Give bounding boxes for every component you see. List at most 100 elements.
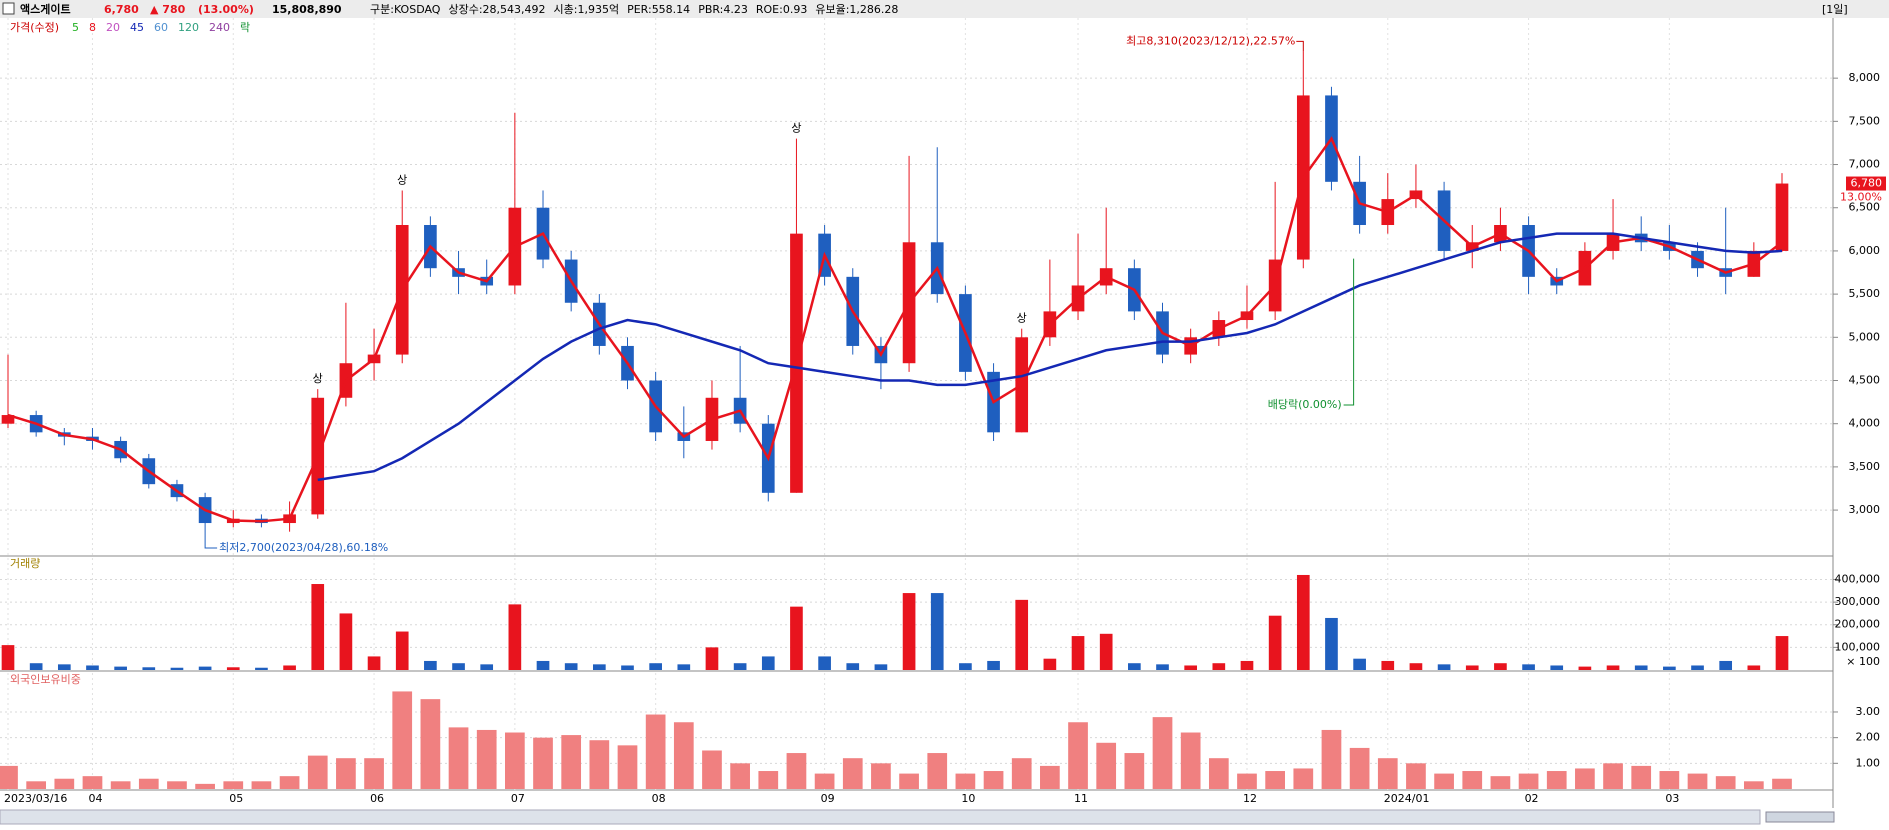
volume-bar xyxy=(1,645,15,670)
info-field: PBR:4.23 xyxy=(698,3,748,16)
volume-bar xyxy=(1184,665,1198,670)
volume-bar xyxy=(902,593,916,670)
volume-bar xyxy=(1409,663,1423,670)
foreign-bar xyxy=(1631,765,1652,789)
volume-bar xyxy=(1296,574,1310,670)
x-tick-label: 04 xyxy=(88,792,102,805)
foreign-bar xyxy=(1434,773,1454,789)
volume-bar xyxy=(1494,663,1507,670)
foreign-bar xyxy=(1124,753,1145,789)
foreign-bar xyxy=(1321,729,1342,789)
zoom-slider[interactable] xyxy=(1765,811,1835,823)
legend-entry: 락 xyxy=(240,21,250,34)
volume-bar xyxy=(1663,666,1676,670)
foreign-bar xyxy=(279,776,300,789)
limit-up-label: 상 xyxy=(791,122,801,135)
header-icon[interactable] xyxy=(2,2,15,15)
scrollbar[interactable] xyxy=(0,809,1761,825)
volume-bar xyxy=(564,663,578,670)
volume-bar xyxy=(930,593,944,670)
y-tick-label: 2.00 xyxy=(1856,731,1881,744)
foreign-bar xyxy=(167,781,187,789)
volume-bar xyxy=(198,666,212,670)
volume-bar xyxy=(1212,663,1226,670)
volume-bar xyxy=(1550,665,1564,670)
foreign-bar xyxy=(138,778,159,789)
dividend-line xyxy=(1343,258,1355,406)
volume-bar xyxy=(1325,617,1338,670)
volume-bar xyxy=(874,664,888,670)
x-tick-label: 12 xyxy=(1243,792,1257,805)
volume-bar xyxy=(1522,664,1535,670)
foreign-bar xyxy=(1406,763,1426,789)
foreign-bar xyxy=(1659,771,1680,789)
foreign-bar xyxy=(1293,768,1314,789)
x-tick-label: 11 xyxy=(1074,792,1088,805)
foreign-bar xyxy=(1096,742,1117,789)
volume-bar xyxy=(395,631,409,670)
limit-up-label: 상 xyxy=(1017,312,1027,325)
foreign-bar xyxy=(1208,758,1229,789)
arrow xyxy=(204,535,218,549)
y-tick-label: 6,500 xyxy=(1849,201,1881,214)
foreign-bar xyxy=(730,763,750,789)
y-tick-label: 200,000 xyxy=(1835,618,1881,631)
legend-entry: 20 xyxy=(106,21,120,34)
volume-bar xyxy=(311,584,325,670)
foreign-bar xyxy=(420,699,441,789)
panel-title: 외국인보유비중 xyxy=(10,673,81,686)
ma-line xyxy=(7,136,1783,523)
foreign-bar xyxy=(251,781,272,789)
foreign-bar xyxy=(871,763,891,789)
foreign-bar xyxy=(364,758,384,789)
legend-entry: 120 xyxy=(178,21,199,34)
x-tick-label: 10 xyxy=(961,792,975,805)
y-tick-label: 3.00 xyxy=(1856,705,1881,718)
period[interactable]: [1일] xyxy=(1822,2,1848,16)
volume-bar xyxy=(283,665,296,670)
volume-bar xyxy=(1240,660,1254,670)
volume-bar xyxy=(592,664,606,670)
foreign-bar xyxy=(1040,765,1060,789)
volume-bar xyxy=(1719,660,1733,670)
change: ▲ 780 xyxy=(150,3,186,16)
foreign-bar xyxy=(1180,732,1201,789)
foreign-bar xyxy=(1687,773,1708,789)
foreign-bar xyxy=(561,735,582,789)
foreign-bar xyxy=(1265,771,1285,789)
info-field: PER:558.14 xyxy=(627,3,690,16)
volume-bar xyxy=(255,667,268,670)
volume-bar xyxy=(86,665,99,670)
foreign-bar xyxy=(1518,773,1539,789)
foreign-bar xyxy=(505,732,525,789)
volume-bar xyxy=(1353,658,1366,670)
x-tick-label: 05 xyxy=(229,792,243,805)
volume-bar xyxy=(480,664,494,670)
foreign-bar xyxy=(392,691,413,789)
volume-bar xyxy=(846,663,860,670)
volume-bar xyxy=(959,663,972,670)
volume-bar xyxy=(1775,636,1789,670)
foreign-bar xyxy=(1462,771,1483,789)
foreign-bar xyxy=(927,753,948,789)
low-annotation: 최저2,700(2023/04/28),60.18% xyxy=(219,541,388,554)
volume-bar xyxy=(1071,636,1085,670)
volume-bar xyxy=(677,664,691,670)
foreign-bar xyxy=(1603,763,1623,789)
x-tick-label: 09 xyxy=(821,792,835,805)
legend-entry: 8 xyxy=(89,21,96,34)
x-tick-label: 08 xyxy=(652,792,666,805)
foreign-bar xyxy=(336,758,356,789)
foreign-bar xyxy=(195,783,215,789)
info-field: ROE:0.93 xyxy=(756,3,807,16)
volume-bar xyxy=(452,663,465,670)
y-tick-label: 5,000 xyxy=(1849,330,1881,343)
volume-bar xyxy=(1043,658,1057,670)
foreign-bar xyxy=(476,729,497,789)
arrow xyxy=(1296,40,1304,52)
stock-name: 액스게이트 xyxy=(20,2,71,16)
high-annotation: 최고8,310(2023/12/12),22.57% xyxy=(1126,34,1295,47)
foreign-bar xyxy=(955,773,976,789)
y-tick-label: 7,000 xyxy=(1849,158,1881,171)
